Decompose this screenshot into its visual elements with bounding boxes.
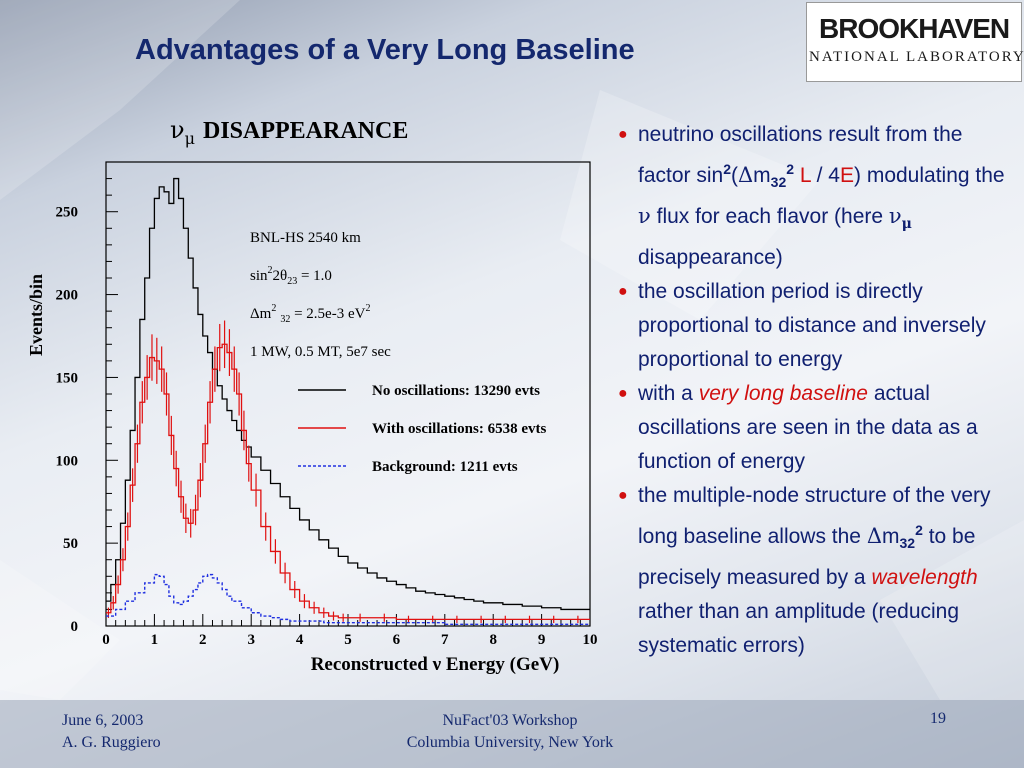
- y-tick-label: 250: [56, 205, 79, 221]
- x-tick-label: 9: [538, 632, 546, 648]
- footer-venue: Columbia University, New York: [406, 734, 614, 751]
- chart-title: νμ DISAPPEARANCE: [170, 116, 408, 148]
- legend-label-0: No oscillations: 13290 evts: [372, 383, 540, 399]
- y-tick-label: 200: [56, 288, 79, 304]
- bullet-list: ● neutrino oscillations result from the …: [614, 118, 1019, 663]
- slide-title: Advantages of a Very Long Baseline: [135, 34, 635, 66]
- x-tick-label: 5: [344, 632, 352, 648]
- bullet-oscillation-period: ● the oscillation period is directly pro…: [614, 275, 1019, 377]
- logo-line2: NATIONAL LABORATORY: [809, 49, 1024, 65]
- bullet-very-long-baseline: ● with a very long baseline actual oscil…: [614, 377, 1019, 479]
- x-tick-label: 6: [393, 632, 401, 648]
- y-tick-label: 50: [63, 536, 78, 552]
- y-tick-label: 0: [71, 619, 79, 635]
- bullet-dot-icon: ●: [618, 126, 628, 143]
- footer-left: June 6, 2003 A. G. Ruggiero: [62, 710, 161, 754]
- series-line-1: [106, 343, 590, 621]
- bullet-dot-icon: ●: [618, 283, 628, 301]
- bullet-dot-icon: ●: [618, 487, 628, 505]
- annotation-baseline: BNL-HS 2540 km: [250, 230, 361, 246]
- logo-line1: BROOKHAVEN: [819, 13, 1010, 44]
- x-tick-label: 8: [489, 632, 497, 648]
- y-tick-label: 150: [56, 370, 79, 386]
- x-tick-label: 7: [441, 632, 449, 648]
- legend-label-1: With oscillations: 6538 evts: [372, 421, 546, 437]
- bullet-multiple-node: ● the multiple-node structure of the ver…: [614, 479, 1019, 662]
- page-number: 19: [930, 710, 946, 727]
- x-tick-label: 1: [151, 632, 159, 648]
- series-line-2: [106, 573, 590, 626]
- x-tick-label: 0: [102, 632, 110, 648]
- x-tick-label: 3: [247, 632, 255, 648]
- chart-title-mu: μ: [185, 129, 195, 148]
- chart-title-text: DISAPPEARANCE: [203, 118, 408, 144]
- bullet-dot-icon: ●: [618, 385, 628, 403]
- footer-event: NuFact'03 Workshop: [442, 712, 578, 729]
- x-axis-label: Reconstructed ν Energy (GeV): [311, 654, 560, 675]
- x-tick-label: 4: [296, 632, 304, 648]
- legend-label-2: Background: 1211 evts: [372, 459, 518, 475]
- disappearance-chart: νμ DISAPPEARANCE Events/bin 0 1 2 3 4 5 6 7 8 9 100…: [26, 116, 598, 675]
- annotation-mixing: sin22θ23 = 1.0: [250, 265, 332, 287]
- footer-date: June 6, 2003: [62, 712, 144, 729]
- x-tick-label: 10: [583, 632, 598, 648]
- series-line-0: [106, 177, 590, 611]
- brookhaven-logo: BROOKHAVEN NATIONAL LABORATORY: [806, 2, 1024, 82]
- x-tick-label: 2: [199, 632, 207, 648]
- annotation-mass-splitting: Δm232 = 2.5e-3 eV2: [250, 303, 370, 325]
- footer-author: A. G. Ruggiero: [62, 734, 161, 751]
- annotation-exposure: 1 MW, 0.5 MT, 5e7 sec: [250, 344, 391, 360]
- y-axis-label: Events/bin: [26, 274, 46, 356]
- bullet-oscillation-factor: ● neutrino oscillations result from the …: [614, 118, 1019, 275]
- chart-title-nu: ν: [170, 116, 185, 144]
- y-tick-label: 100: [56, 453, 79, 469]
- footer-center: NuFact'03 Workshop Columbia University, …: [360, 710, 660, 754]
